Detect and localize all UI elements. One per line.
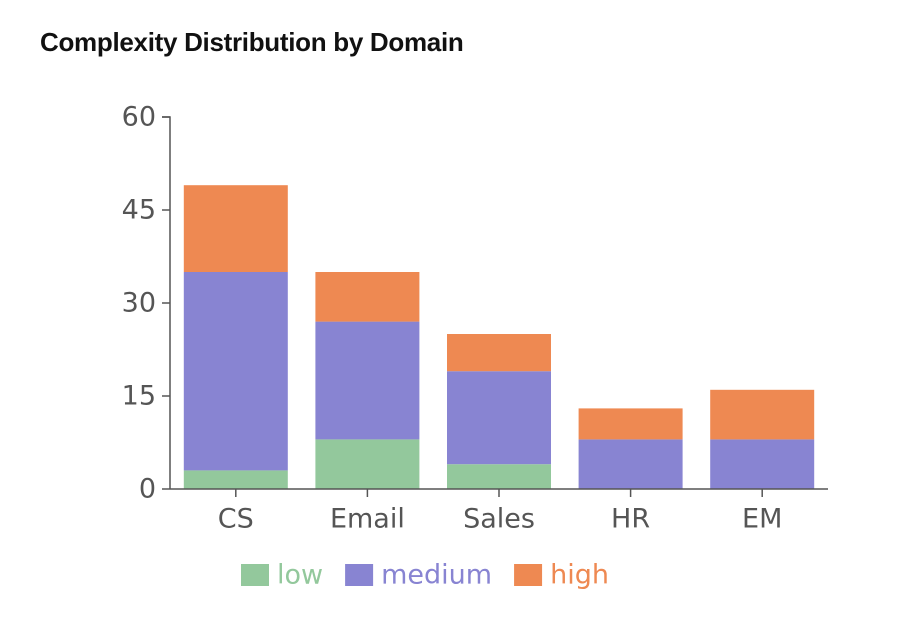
bar-hr-medium: [578, 439, 683, 489]
bar-hr-high: [578, 408, 683, 440]
y-tick-label: 15: [122, 381, 156, 412]
bar-email-medium: [315, 321, 420, 440]
legend-swatch-medium: [345, 564, 374, 586]
legend-label-medium: medium: [381, 560, 492, 591]
bars-group: [183, 185, 815, 489]
bar-email-high: [315, 272, 420, 322]
bar-cs-high: [183, 185, 288, 272]
bar-cs-low: [183, 470, 288, 489]
axes-group: 0 15 30 45 60 CS Email Sales HR EM: [122, 102, 828, 535]
legend-label-high: high: [550, 560, 609, 591]
y-tick-label: 30: [122, 288, 156, 319]
bar-email-low: [315, 439, 420, 489]
x-tick-label: Email: [330, 504, 405, 535]
legend: low medium high: [241, 560, 609, 591]
bar-em-high: [710, 389, 815, 440]
y-tick-label: 45: [122, 195, 156, 226]
bar-sales-low: [447, 464, 551, 489]
chart-title: Complexity Distribution by Domain: [40, 27, 464, 57]
y-tick-label: 60: [122, 102, 156, 133]
bar-sales-medium: [447, 371, 551, 465]
x-tick-label: CS: [218, 504, 254, 535]
legend-swatch-high: [514, 564, 543, 586]
x-tick-label: Sales: [463, 504, 535, 535]
bar-sales-high: [447, 334, 551, 372]
y-tick-label: 0: [139, 474, 156, 505]
bar-cs-medium: [183, 272, 288, 471]
legend-label-low: low: [277, 560, 323, 591]
bar-em-medium: [710, 439, 815, 489]
legend-swatch-low: [241, 564, 269, 586]
x-tick-label: EM: [742, 504, 782, 535]
x-tick-label: HR: [611, 504, 650, 535]
